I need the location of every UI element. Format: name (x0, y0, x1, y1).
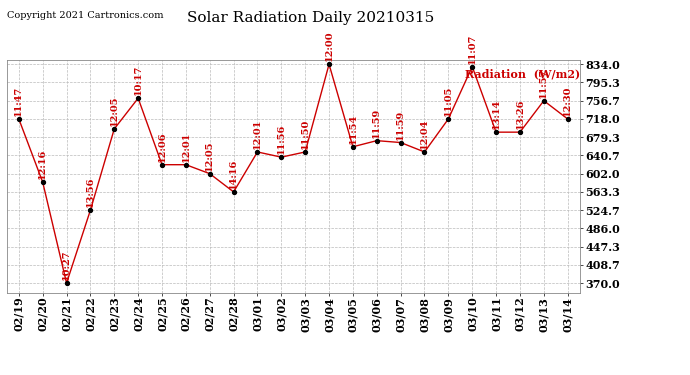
Point (180, 162, 191, 168)
Text: 12:04: 12:04 (420, 118, 429, 149)
Text: 12:01: 12:01 (181, 132, 190, 162)
Text: 12:06: 12:06 (157, 131, 166, 162)
Point (228, 189, 239, 195)
Text: 12:01: 12:01 (253, 119, 262, 149)
Text: Copyright 2021 Cartronics.com: Copyright 2021 Cartronics.com (7, 11, 164, 20)
Point (132, 95, 144, 101)
Text: 12:00: 12:00 (324, 31, 333, 62)
Point (515, 129, 526, 135)
Point (276, 154, 287, 160)
Text: 11:07: 11:07 (468, 33, 477, 64)
Point (37, 179, 48, 185)
Text: 10:17: 10:17 (134, 65, 143, 95)
Point (347, 144, 358, 150)
Text: 13:14: 13:14 (491, 99, 500, 129)
Point (466, 64, 477, 70)
Text: 11:59: 11:59 (396, 110, 405, 140)
Text: 14:16: 14:16 (229, 159, 238, 189)
Text: Solar Radiation Daily 20210315: Solar Radiation Daily 20210315 (187, 11, 434, 25)
Point (324, 61, 335, 67)
Point (562, 116, 573, 122)
Text: 11:47: 11:47 (14, 86, 23, 116)
Text: 11:59: 11:59 (373, 108, 382, 138)
Text: 11:54: 11:54 (348, 114, 357, 144)
Point (538, 98, 549, 104)
Point (13, 116, 24, 122)
Point (443, 116, 454, 122)
Text: 11:57: 11:57 (540, 68, 549, 98)
Text: 11:05: 11:05 (444, 86, 453, 116)
Text: 12:05: 12:05 (110, 96, 119, 126)
Point (419, 149, 430, 155)
Text: 12:30: 12:30 (563, 86, 572, 116)
Point (204, 171, 215, 177)
Point (252, 149, 263, 155)
Text: 12:16: 12:16 (38, 149, 47, 179)
Point (491, 129, 502, 135)
Text: 13:56: 13:56 (86, 177, 95, 207)
Point (109, 126, 120, 132)
Text: 11:56: 11:56 (277, 124, 286, 154)
Point (299, 149, 310, 155)
Point (395, 140, 406, 146)
Point (61, 280, 72, 286)
Text: 12:05: 12:05 (205, 140, 214, 171)
Text: 10:27: 10:27 (62, 250, 71, 280)
Point (85, 207, 96, 213)
Text: Radiation  (W/m2): Radiation (W/m2) (465, 68, 580, 79)
Point (157, 162, 168, 168)
Text: 11:50: 11:50 (301, 119, 310, 149)
Point (371, 138, 382, 144)
Text: 13:26: 13:26 (515, 99, 524, 129)
